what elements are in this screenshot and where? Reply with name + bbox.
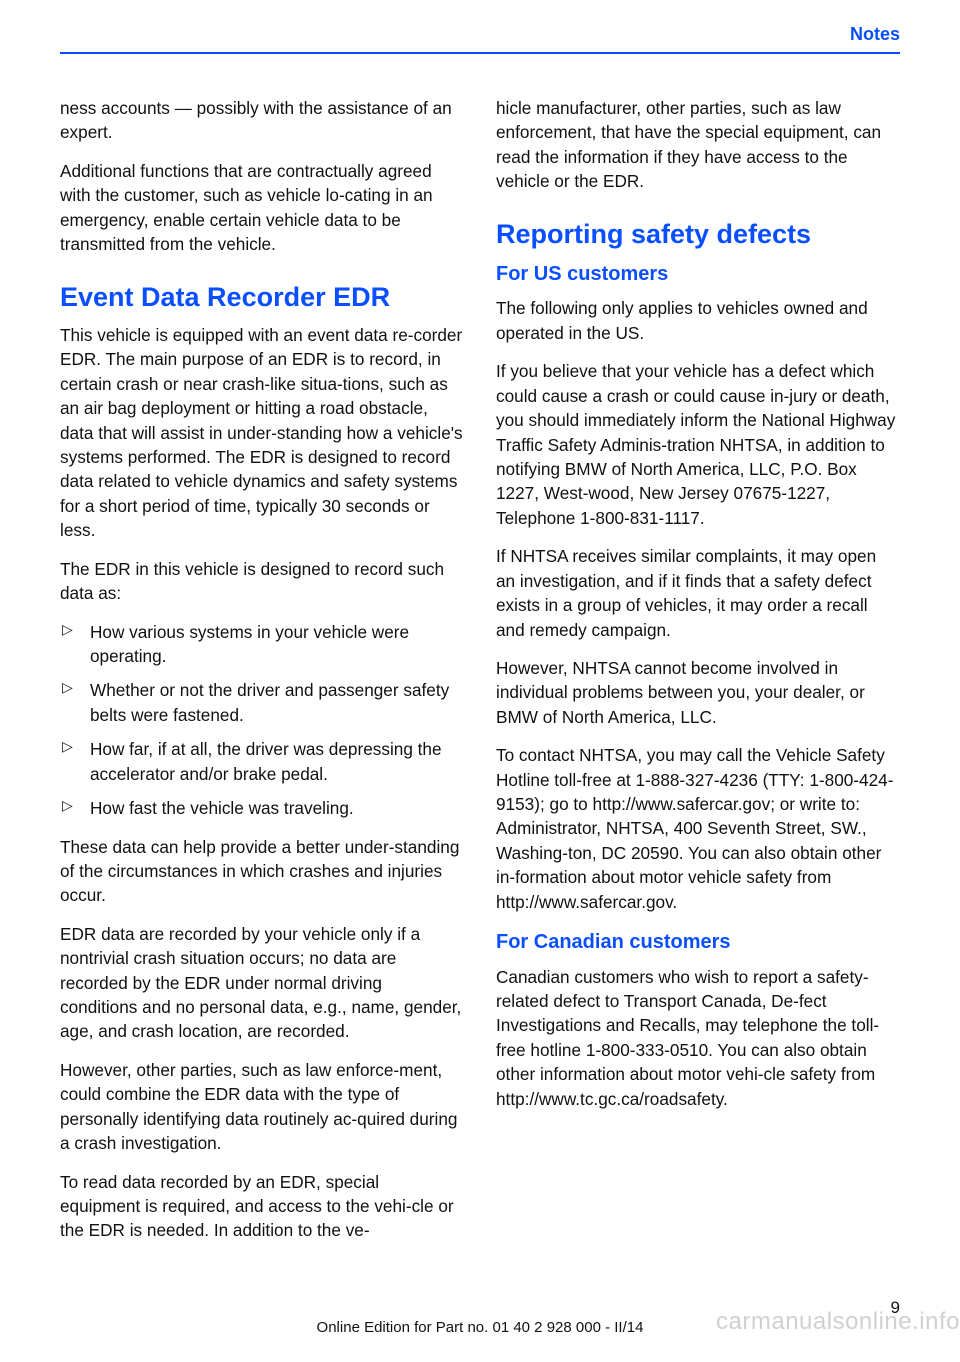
left-column: ness accounts — possibly with the assist… <box>60 96 464 1292</box>
body-text: If NHTSA receives similar complaints, it… <box>496 544 900 642</box>
list-item: How various systems in your vehicle were… <box>60 620 464 669</box>
heading-edr: Event Data Recorder EDR <box>60 281 464 313</box>
right-column: hicle manufacturer, other parties, such … <box>496 96 900 1292</box>
body-text: The EDR in this vehicle is designed to r… <box>60 557 464 606</box>
list-item: How fast the vehicle was traveling. <box>60 796 464 820</box>
page-footer: 9 Online Edition for Part no. 01 40 2 92… <box>60 1319 900 1336</box>
body-text: To contact NHTSA, you may call the Vehic… <box>496 743 900 914</box>
list-item: Whether or not the driver and passenger … <box>60 678 464 727</box>
subheading-us: For US customers <box>496 260 900 288</box>
body-text: However, other parties, such as law enfo… <box>60 1058 464 1156</box>
body-text: However, NHTSA cannot become involved in… <box>496 656 900 729</box>
subheading-canada: For Canadian customers <box>496 928 900 956</box>
body-text: ness accounts — possibly with the assist… <box>60 96 464 145</box>
body-text: If you believe that your vehicle has a d… <box>496 359 900 530</box>
body-text: Canadian customers who wish to report a … <box>496 965 900 1112</box>
body-text: Additional functions that are contractua… <box>60 159 464 257</box>
body-text: EDR data are recorded by your vehicle on… <box>60 922 464 1044</box>
body-text: To read data recorded by an EDR, special… <box>60 1170 464 1243</box>
header-rule <box>60 52 900 54</box>
body-text: These data can help provide a better und… <box>60 835 464 908</box>
list-item: How far, if at all, the driver was depre… <box>60 737 464 786</box>
body-text: hicle manufacturer, other parties, such … <box>496 96 900 194</box>
body-text: The following only applies to vehicles o… <box>496 296 900 345</box>
edr-data-list: How various systems in your vehicle were… <box>60 620 464 821</box>
page-number: 9 <box>891 1298 900 1318</box>
body-text: This vehicle is equipped with an event d… <box>60 323 464 543</box>
header-section-label: Notes <box>850 24 900 45</box>
content-columns: ness accounts — possibly with the assist… <box>60 96 900 1292</box>
footer-edition-line: Online Edition for Part no. 01 40 2 928 … <box>60 1319 900 1336</box>
heading-safety-defects: Reporting safety defects <box>496 218 900 250</box>
